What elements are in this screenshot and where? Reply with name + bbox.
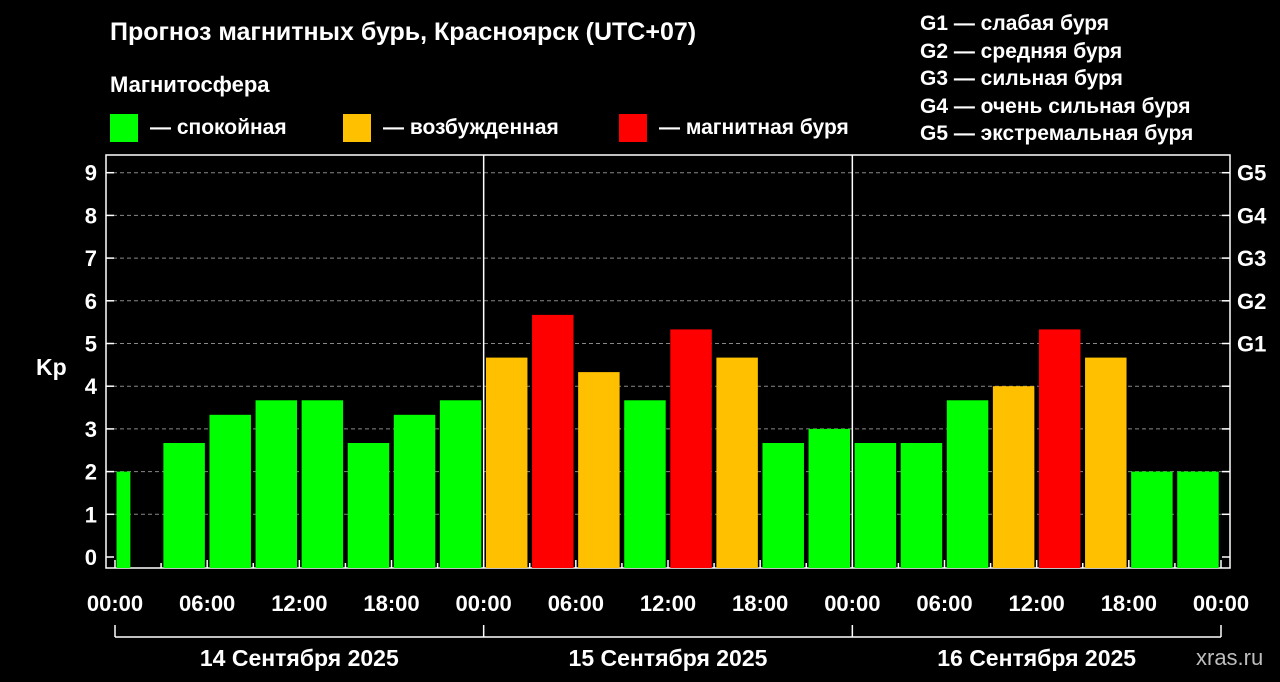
g-tick-label: G5: [1237, 161, 1266, 186]
g-scale-item: G2 — средняя буря: [920, 39, 1123, 63]
kp-bar: [301, 400, 344, 568]
kp-bar: [808, 428, 851, 568]
kp-bar: [854, 442, 897, 568]
y-tick-label: 5: [85, 332, 97, 357]
legend-swatch-quiet: [110, 114, 138, 142]
day-label: 15 Сентября 2025: [569, 645, 768, 671]
kp-bar: [716, 357, 758, 568]
kp-bar: [670, 329, 712, 568]
kp-bar: [163, 442, 205, 568]
x-tick-label: 00:00: [1193, 591, 1249, 616]
g-tick-label: G4: [1237, 203, 1267, 228]
kp-bar: [255, 400, 298, 568]
y-tick-label: 3: [85, 417, 97, 442]
x-tick-label: 18:00: [732, 591, 788, 616]
x-tick-label: 06:00: [916, 591, 972, 616]
y-tick-label: 1: [85, 502, 97, 527]
legend-label-quiet: — спокойная: [150, 116, 287, 139]
g-scale-list: G1 — слабая буря G2 — средняя буря G3 — …: [920, 10, 1193, 148]
watermark: xras.ru: [1196, 645, 1264, 670]
kp-bar: [992, 386, 1035, 568]
x-tick-label: 06:00: [179, 591, 235, 616]
g-scale-item: G3 — сильная буря: [920, 67, 1123, 90]
g-scale-item: G1 — слабая буря: [920, 12, 1110, 35]
kp-bar: [116, 471, 131, 568]
legend-item-active: — возбужденная: [343, 114, 559, 142]
kp-bar: [1131, 471, 1173, 568]
chart-title: Прогноз магнитных бурь, Красноярск (UTC+…: [110, 18, 697, 46]
legend-label-active: — возбужденная: [383, 116, 559, 139]
kp-bar: [532, 314, 574, 568]
legend-item-storm: — магнитная буря: [619, 114, 849, 142]
kp-bar: [900, 442, 943, 568]
kp-bar: [578, 372, 620, 568]
legend-item-quiet: — спокойная: [110, 114, 287, 142]
x-tick-label: 12:00: [1009, 591, 1065, 616]
legend-label-storm: — магнитная буря: [659, 116, 849, 139]
x-tick-label: 12:00: [271, 591, 327, 616]
x-tick-label: 18:00: [1101, 591, 1157, 616]
kp-bar: [1177, 471, 1219, 568]
kp-bar: [1038, 329, 1081, 568]
kp-bar: [209, 414, 251, 568]
kp-bar: [1085, 357, 1127, 568]
legend-swatch-storm: [619, 114, 647, 142]
y-tick-label: 4: [85, 374, 98, 399]
kp-bar: [347, 442, 390, 568]
y-tick-label: 2: [85, 460, 97, 485]
y-tick-label: 6: [85, 289, 97, 314]
legend-swatch-active: [343, 114, 371, 142]
g-tick-label: G3: [1237, 246, 1266, 271]
y-tick-label: 0: [85, 545, 97, 570]
kp-bar: [439, 400, 482, 568]
x-tick-label: 18:00: [363, 591, 419, 616]
g-scale-item: G4 — очень сильная буря: [920, 94, 1191, 118]
kp-bar: [624, 400, 666, 568]
g-tick-label: G2: [1237, 289, 1266, 314]
x-tick-label: 00:00: [456, 591, 512, 616]
x-tick-label: 00:00: [87, 591, 143, 616]
y-tick-label: 8: [85, 203, 97, 228]
kp-bar: [762, 442, 804, 568]
x-tick-label: 12:00: [640, 591, 696, 616]
legend-title: Магнитосфера: [110, 72, 270, 97]
kp-bar: [485, 357, 528, 568]
x-tick-label: 00:00: [824, 591, 880, 616]
day-label: 16 Сентября 2025: [937, 645, 1136, 671]
g-scale-item: G5 — экстремальная буря: [920, 122, 1194, 145]
kp-bar: [393, 414, 436, 568]
day-label: 14 Сентября 2025: [200, 645, 399, 671]
y-tick-label: 7: [85, 246, 97, 271]
kp-bar: [946, 400, 989, 568]
y-axis-label: Kp: [36, 354, 67, 380]
y-tick-label: 9: [85, 161, 97, 186]
x-tick-label: 06:00: [548, 591, 604, 616]
g-tick-label: G1: [1237, 332, 1266, 357]
